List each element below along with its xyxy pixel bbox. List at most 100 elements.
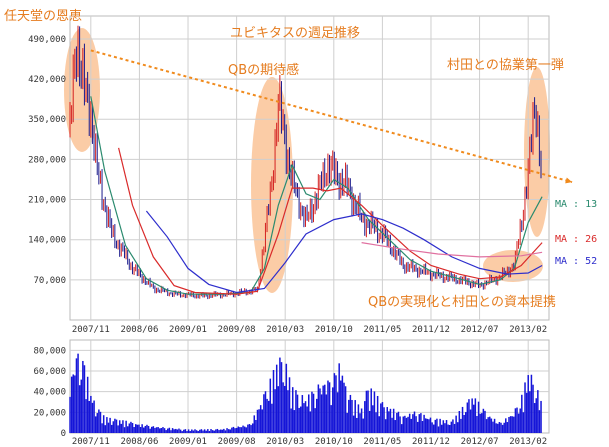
axis-tick-labels: 70,000 140,000 210,000 280,000 350,000 420,00… — [28, 35, 547, 447]
volume-bar — [187, 429, 190, 433]
volume-bar — [426, 418, 429, 433]
volume-bar — [324, 384, 326, 433]
volume-bar — [227, 429, 230, 433]
volume-bar — [471, 398, 473, 433]
volume-bar — [115, 419, 118, 433]
volume-bar — [99, 411, 102, 433]
ma26-line — [118, 147, 543, 295]
volume-bar — [503, 422, 505, 433]
volume-bar — [223, 428, 225, 433]
ma52-label: MA : 52 — [555, 256, 597, 267]
volume-bar — [487, 417, 489, 433]
volume-bar — [248, 424, 251, 433]
volume-bar — [376, 395, 379, 433]
volume-bar — [189, 431, 191, 433]
volume-bar — [473, 404, 475, 433]
volume-bar — [70, 376, 73, 433]
volume-bar — [259, 405, 262, 433]
volume-bar — [442, 420, 445, 433]
volume-bar — [74, 375, 76, 433]
volume-bar — [325, 394, 328, 433]
date-tick-label: 2012/07 — [461, 325, 499, 335]
volume-bar — [80, 379, 83, 433]
volume-bar — [295, 390, 297, 433]
volume-bar — [251, 423, 254, 433]
volume-bar — [179, 429, 182, 433]
volume-bar — [82, 360, 84, 433]
volume-bar — [123, 427, 126, 433]
volume-bar — [513, 416, 515, 433]
volume-bar — [474, 398, 477, 433]
volume-bar — [171, 428, 174, 433]
volume-bar — [94, 416, 97, 433]
volume-bar — [118, 420, 121, 433]
volume-bar — [86, 376, 89, 433]
volume-bar — [184, 429, 187, 433]
volume-bar — [240, 427, 243, 433]
volume-bar — [316, 398, 318, 433]
volume-bar — [482, 408, 485, 433]
volume-bar — [370, 388, 372, 433]
volume-bar — [109, 417, 111, 433]
volume-bar — [232, 426, 235, 433]
volume-bar — [154, 427, 156, 433]
volume-bar — [239, 427, 241, 433]
volume-bar — [219, 429, 222, 433]
volume-bar — [535, 398, 537, 433]
volume-bar — [213, 430, 215, 433]
volume-bar — [176, 429, 179, 433]
volume-bar — [126, 426, 129, 433]
volume-bar — [341, 375, 344, 433]
volume-bar — [112, 421, 115, 433]
volume-bar — [303, 403, 305, 433]
volume-bar — [309, 411, 312, 433]
volume-bar — [392, 408, 395, 433]
volume-bar — [162, 427, 164, 433]
volume-bar — [242, 425, 244, 433]
volume-bar — [537, 390, 539, 433]
volume-bar — [144, 425, 147, 433]
volume-bar — [247, 424, 249, 433]
volume-bar — [517, 413, 520, 433]
volume-bar — [399, 416, 401, 433]
volume-bar — [400, 424, 403, 433]
volume-bar — [264, 391, 267, 433]
volume-bar — [287, 390, 289, 433]
date-tick-label: 2009/08 — [218, 437, 256, 447]
volume-bar — [235, 427, 238, 433]
volume-bar — [327, 380, 329, 433]
volume-bar — [445, 420, 448, 433]
highlight-ellipse-0 — [64, 28, 100, 152]
date-tick-label: 2013/02 — [509, 325, 547, 335]
price-tick-label: 350,000 — [28, 115, 66, 125]
volume-bar — [394, 420, 397, 433]
volume-bar — [69, 396, 71, 433]
volume-bar — [492, 421, 494, 433]
volume-bar — [314, 408, 316, 433]
volume-bar — [131, 423, 134, 433]
volume-bar — [402, 416, 405, 433]
volume-bar — [163, 428, 166, 433]
volume-bar — [340, 380, 342, 433]
volume-bar — [335, 375, 337, 433]
volume-bar — [267, 400, 270, 433]
volume-bar — [521, 394, 523, 433]
volume-bar — [529, 391, 531, 433]
volume-bar — [367, 390, 369, 433]
volume-bar — [170, 430, 172, 433]
volume-bar — [125, 420, 127, 433]
volume-bar — [338, 363, 340, 433]
highlight-ellipse-2 — [524, 67, 550, 237]
volume-bar — [194, 429, 196, 433]
volume-bar — [96, 413, 99, 433]
volume-bar — [333, 373, 336, 433]
date-tick-label: 2008/06 — [120, 325, 158, 335]
volume-bar — [139, 426, 142, 433]
volume-bar — [138, 424, 140, 433]
volume-bar — [524, 382, 526, 433]
volume-bar — [509, 416, 512, 433]
volume-bar — [93, 400, 95, 433]
volume-bar — [317, 384, 320, 433]
volume-bar — [320, 394, 323, 433]
